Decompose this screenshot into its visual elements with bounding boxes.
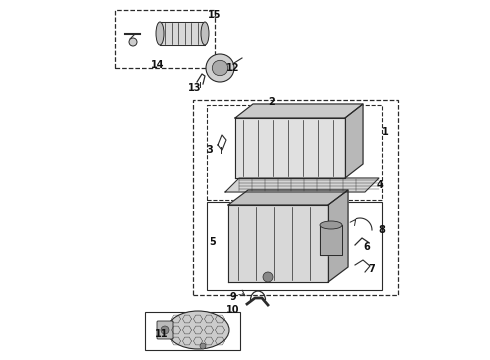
Bar [207, 202, 382, 290]
Ellipse shape [167, 311, 229, 349]
Text: 9: 9 [230, 292, 236, 302]
Text: 10: 10 [226, 305, 240, 315]
Text: 4: 4 [377, 180, 383, 190]
Ellipse shape [156, 22, 164, 45]
Text: 8: 8 [379, 225, 386, 235]
Text: 1: 1 [382, 127, 389, 137]
Text: 7: 7 [368, 264, 375, 274]
Circle shape [161, 326, 169, 334]
Text: 12: 12 [226, 63, 240, 73]
Polygon shape [228, 205, 328, 282]
Polygon shape [328, 190, 348, 282]
Bar [115, 10, 215, 68]
Polygon shape [228, 190, 348, 205]
Text: 5: 5 [210, 237, 217, 247]
Polygon shape [225, 178, 379, 192]
Ellipse shape [201, 22, 209, 45]
Ellipse shape [320, 221, 342, 229]
FancyBboxPatch shape [157, 321, 173, 339]
Text: 15: 15 [208, 10, 222, 20]
Circle shape [263, 272, 273, 282]
Text: 6: 6 [364, 242, 370, 252]
Polygon shape [235, 104, 363, 118]
Bar [145, 312, 240, 350]
Polygon shape [160, 22, 205, 45]
Text: 11: 11 [155, 329, 169, 339]
Bar [193, 100, 398, 295]
Polygon shape [320, 225, 342, 255]
Text: 2: 2 [269, 97, 275, 107]
Circle shape [206, 54, 234, 82]
Polygon shape [345, 104, 363, 178]
Polygon shape [235, 118, 345, 178]
Text: 3: 3 [207, 145, 213, 155]
Circle shape [200, 343, 206, 349]
Text: 14: 14 [151, 60, 165, 70]
Bar [207, 105, 382, 200]
Circle shape [129, 38, 137, 46]
Text: 13: 13 [188, 83, 202, 93]
Circle shape [212, 60, 228, 76]
